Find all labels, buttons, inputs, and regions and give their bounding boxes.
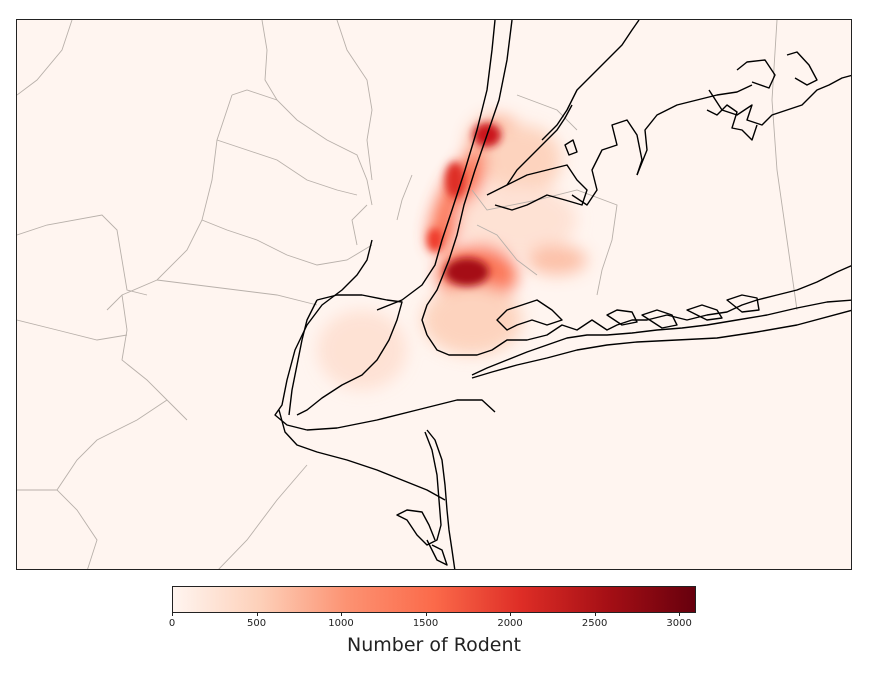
colorbar-tick-label: 500 bbox=[246, 618, 267, 629]
colorbar bbox=[172, 586, 696, 613]
map-frame bbox=[16, 19, 852, 570]
colorbar-tick-label: 3000 bbox=[666, 618, 692, 629]
colorbar-ticks: 0 500 1000 1500 2000 2500 3000 bbox=[168, 612, 696, 632]
heat-blob-staten-island bbox=[317, 310, 407, 390]
colorbar-tick-label: 1000 bbox=[328, 618, 354, 629]
heat-peak-manhattan-mid bbox=[445, 162, 465, 198]
density-map bbox=[17, 20, 851, 569]
coastline bbox=[274, 20, 851, 569]
colorbar-label: Number of Rodent bbox=[347, 634, 521, 656]
colorbar-tick-mark bbox=[256, 612, 258, 616]
colorbar-tick-mark bbox=[679, 612, 681, 616]
colorbar-tick-label: 1500 bbox=[412, 618, 439, 629]
heat-blob-queens-east bbox=[527, 245, 587, 275]
colorbar-tick-mark bbox=[425, 612, 427, 616]
colorbar-gradient bbox=[173, 587, 695, 612]
colorbar-tick-mark bbox=[510, 612, 512, 616]
county-boundaries bbox=[17, 20, 798, 569]
colorbar-tick-label: 0 bbox=[168, 618, 176, 629]
colorbar-tick-mark bbox=[341, 612, 343, 616]
colorbar-tick-mark bbox=[594, 612, 596, 616]
heat-blob-bronx bbox=[482, 125, 562, 195]
colorbar-tick-label: 2500 bbox=[581, 618, 608, 629]
heat-blob-brooklyn-south bbox=[422, 285, 522, 355]
colorbar-tick-label: 2000 bbox=[497, 618, 523, 629]
density-heat-layer bbox=[317, 115, 587, 390]
heat-peak-brooklyn bbox=[445, 258, 489, 286]
heat-blob-queens bbox=[457, 185, 577, 255]
heat-peak-lower-manhattan bbox=[427, 228, 443, 252]
colorbar-tick-mark bbox=[172, 612, 173, 616]
heat-blob-manhattan bbox=[428, 149, 486, 251]
